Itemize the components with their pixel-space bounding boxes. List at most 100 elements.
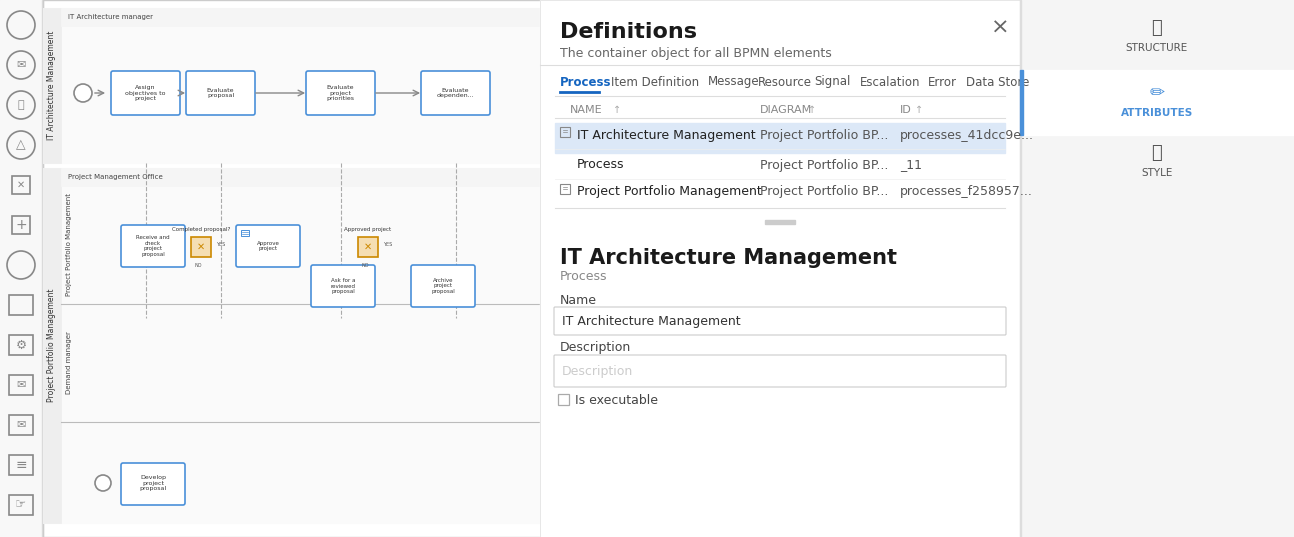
Text: DIAGRAM: DIAGRAM [760, 105, 813, 115]
Text: Receive and
check
project
proposal: Receive and check project proposal [136, 235, 170, 257]
Bar [1020, 0, 1294, 537]
Bar [61, 8, 541, 26]
Text: processes_41dcc9e...: processes_41dcc9e... [901, 128, 1034, 142]
Bar [43, 0, 541, 537]
Bar [1020, 70, 1024, 135]
FancyBboxPatch shape [236, 225, 300, 267]
FancyBboxPatch shape [186, 71, 255, 115]
Bar [9, 415, 34, 435]
Text: Approve
project: Approve project [256, 241, 280, 251]
Text: Name: Name [560, 294, 597, 307]
Text: ☞: ☞ [16, 498, 27, 512]
Text: Evaluate
project
priorities: Evaluate project priorities [326, 85, 355, 101]
Text: △: △ [17, 139, 26, 151]
Text: Process: Process [560, 76, 612, 89]
Text: Approved project: Approved project [344, 227, 392, 231]
Bar [241, 230, 248, 236]
Text: Item Definition: Item Definition [611, 76, 699, 89]
Circle shape [74, 84, 92, 102]
Bar [560, 127, 569, 137]
Text: IT Architecture Management: IT Architecture Management [577, 128, 756, 142]
Text: ✕: ✕ [197, 242, 204, 252]
Text: Is executable: Is executable [575, 394, 659, 407]
Bar [43, 8, 61, 163]
FancyBboxPatch shape [411, 265, 475, 307]
Text: Ask for a
reviewed
proposal: Ask for a reviewed proposal [330, 278, 356, 294]
Text: Project Portfolio BP...: Project Portfolio BP... [760, 128, 889, 142]
Text: Project Portfolio Management: Project Portfolio Management [47, 289, 56, 402]
Bar [9, 375, 34, 395]
Text: Process: Process [560, 270, 607, 282]
Text: 🎨: 🎨 [1152, 144, 1162, 162]
Text: Description: Description [562, 365, 633, 378]
Bar [61, 168, 541, 186]
Text: ID: ID [901, 105, 912, 115]
Text: ↑: ↑ [915, 105, 923, 115]
Text: Escalation: Escalation [859, 76, 920, 89]
Text: IT Architecture Management: IT Architecture Management [560, 248, 897, 268]
Bar [540, 0, 1020, 537]
FancyBboxPatch shape [122, 225, 185, 267]
Bar [1020, 70, 1294, 135]
Text: Demand manager: Demand manager [66, 331, 72, 395]
Text: NO: NO [194, 263, 202, 268]
FancyBboxPatch shape [305, 71, 375, 115]
Bar [9, 495, 34, 515]
Bar [9, 335, 34, 355]
Text: NAME: NAME [569, 105, 603, 115]
Text: ≡: ≡ [16, 458, 27, 472]
Text: 🔑: 🔑 [1152, 19, 1162, 37]
Text: Evaluate
dependen...: Evaluate dependen... [436, 88, 475, 98]
Text: Project Portfolio BP...: Project Portfolio BP... [760, 158, 889, 171]
FancyBboxPatch shape [554, 355, 1005, 387]
Text: Archive
project
proposal: Archive project proposal [431, 278, 455, 294]
Text: Project Portfolio BP...: Project Portfolio BP... [760, 185, 889, 199]
Bar [43, 8, 541, 163]
FancyBboxPatch shape [122, 463, 185, 505]
Text: Error: Error [928, 76, 956, 89]
Text: Definitions: Definitions [560, 22, 697, 42]
FancyBboxPatch shape [111, 71, 180, 115]
Bar [43, 168, 61, 523]
Text: NO: NO [361, 263, 369, 268]
Bar [540, 0, 1020, 537]
Text: ↑: ↑ [613, 105, 621, 115]
FancyBboxPatch shape [554, 307, 1005, 335]
Bar [0, 0, 41, 537]
Text: YES: YES [383, 242, 392, 246]
Bar [765, 220, 795, 224]
Text: processes_f258957...: processes_f258957... [901, 185, 1033, 199]
Text: Data Store: Data Store [967, 76, 1030, 89]
Bar [558, 394, 569, 405]
Text: +: + [16, 218, 27, 232]
Text: Resource: Resource [758, 76, 813, 89]
Text: ✏: ✏ [1149, 84, 1165, 102]
Text: ✕: ✕ [364, 242, 373, 252]
Text: ATTRIBUTES: ATTRIBUTES [1121, 108, 1193, 118]
Text: Evaluate
proposal: Evaluate proposal [207, 88, 234, 98]
Text: Develop
project
proposal: Develop project proposal [140, 475, 167, 491]
Text: IT Architecture Management: IT Architecture Management [47, 31, 56, 140]
FancyBboxPatch shape [421, 71, 490, 115]
Text: ⏱: ⏱ [18, 100, 25, 110]
Text: _11: _11 [901, 158, 923, 171]
Text: ✕: ✕ [17, 180, 25, 190]
Text: Process: Process [577, 158, 625, 171]
Text: STYLE: STYLE [1141, 168, 1172, 178]
Text: ✉: ✉ [17, 380, 26, 390]
Text: The container object for all BPMN elements: The container object for all BPMN elemen… [560, 47, 832, 61]
Text: Signal: Signal [815, 76, 851, 89]
Text: Project Portfolio Management: Project Portfolio Management [577, 185, 762, 199]
Text: ✉: ✉ [17, 60, 26, 70]
Text: STRUCTURE: STRUCTURE [1126, 43, 1188, 53]
Text: YES: YES [216, 242, 225, 246]
Text: IT Architecture manager: IT Architecture manager [69, 14, 153, 20]
Bar [43, 168, 541, 523]
FancyBboxPatch shape [311, 265, 375, 307]
Text: ✉: ✉ [17, 420, 26, 430]
Bar [560, 184, 569, 194]
Text: Project Portfolio Management: Project Portfolio Management [66, 193, 72, 296]
Text: Project Management Office: Project Management Office [69, 174, 163, 180]
Text: ⚙: ⚙ [16, 338, 27, 352]
Bar [555, 123, 1005, 153]
